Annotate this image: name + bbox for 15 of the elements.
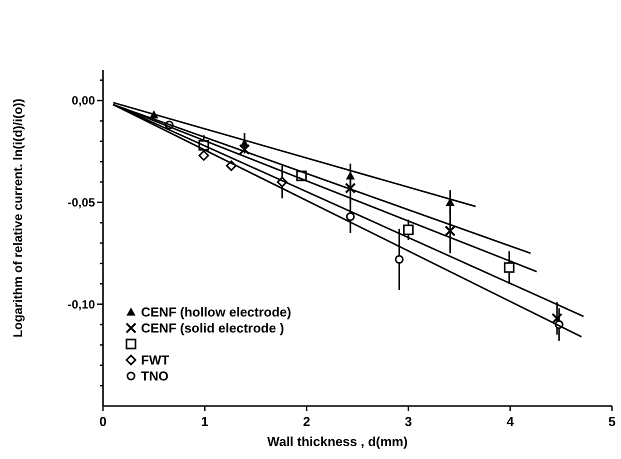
x-tick-label: 3 [404, 414, 412, 429]
y-tick-label: -0,05 [68, 196, 96, 210]
x-tick-label: 0 [99, 414, 107, 429]
legend-label: CENF (hollow electrode) [141, 304, 292, 320]
legend-label: TNO [141, 368, 168, 384]
y-tick-label: 0,00 [72, 94, 96, 108]
x-axis-title: Wall thickness , d(mm) [267, 434, 408, 449]
legend-label: CENF (solid electrode ) [141, 320, 284, 336]
y-axis-title: Logarithm of relative current. ln(i(d)/i(o)) [11, 98, 25, 338]
x-tick-label: 4 [506, 414, 515, 429]
legend-label: FWT [141, 352, 170, 368]
y-tick-label: -0,10 [68, 297, 96, 312]
x-tick-label: 5 [608, 414, 616, 429]
x-tick-label: 1 [201, 414, 208, 429]
x-tick-label: 2 [302, 414, 310, 429]
